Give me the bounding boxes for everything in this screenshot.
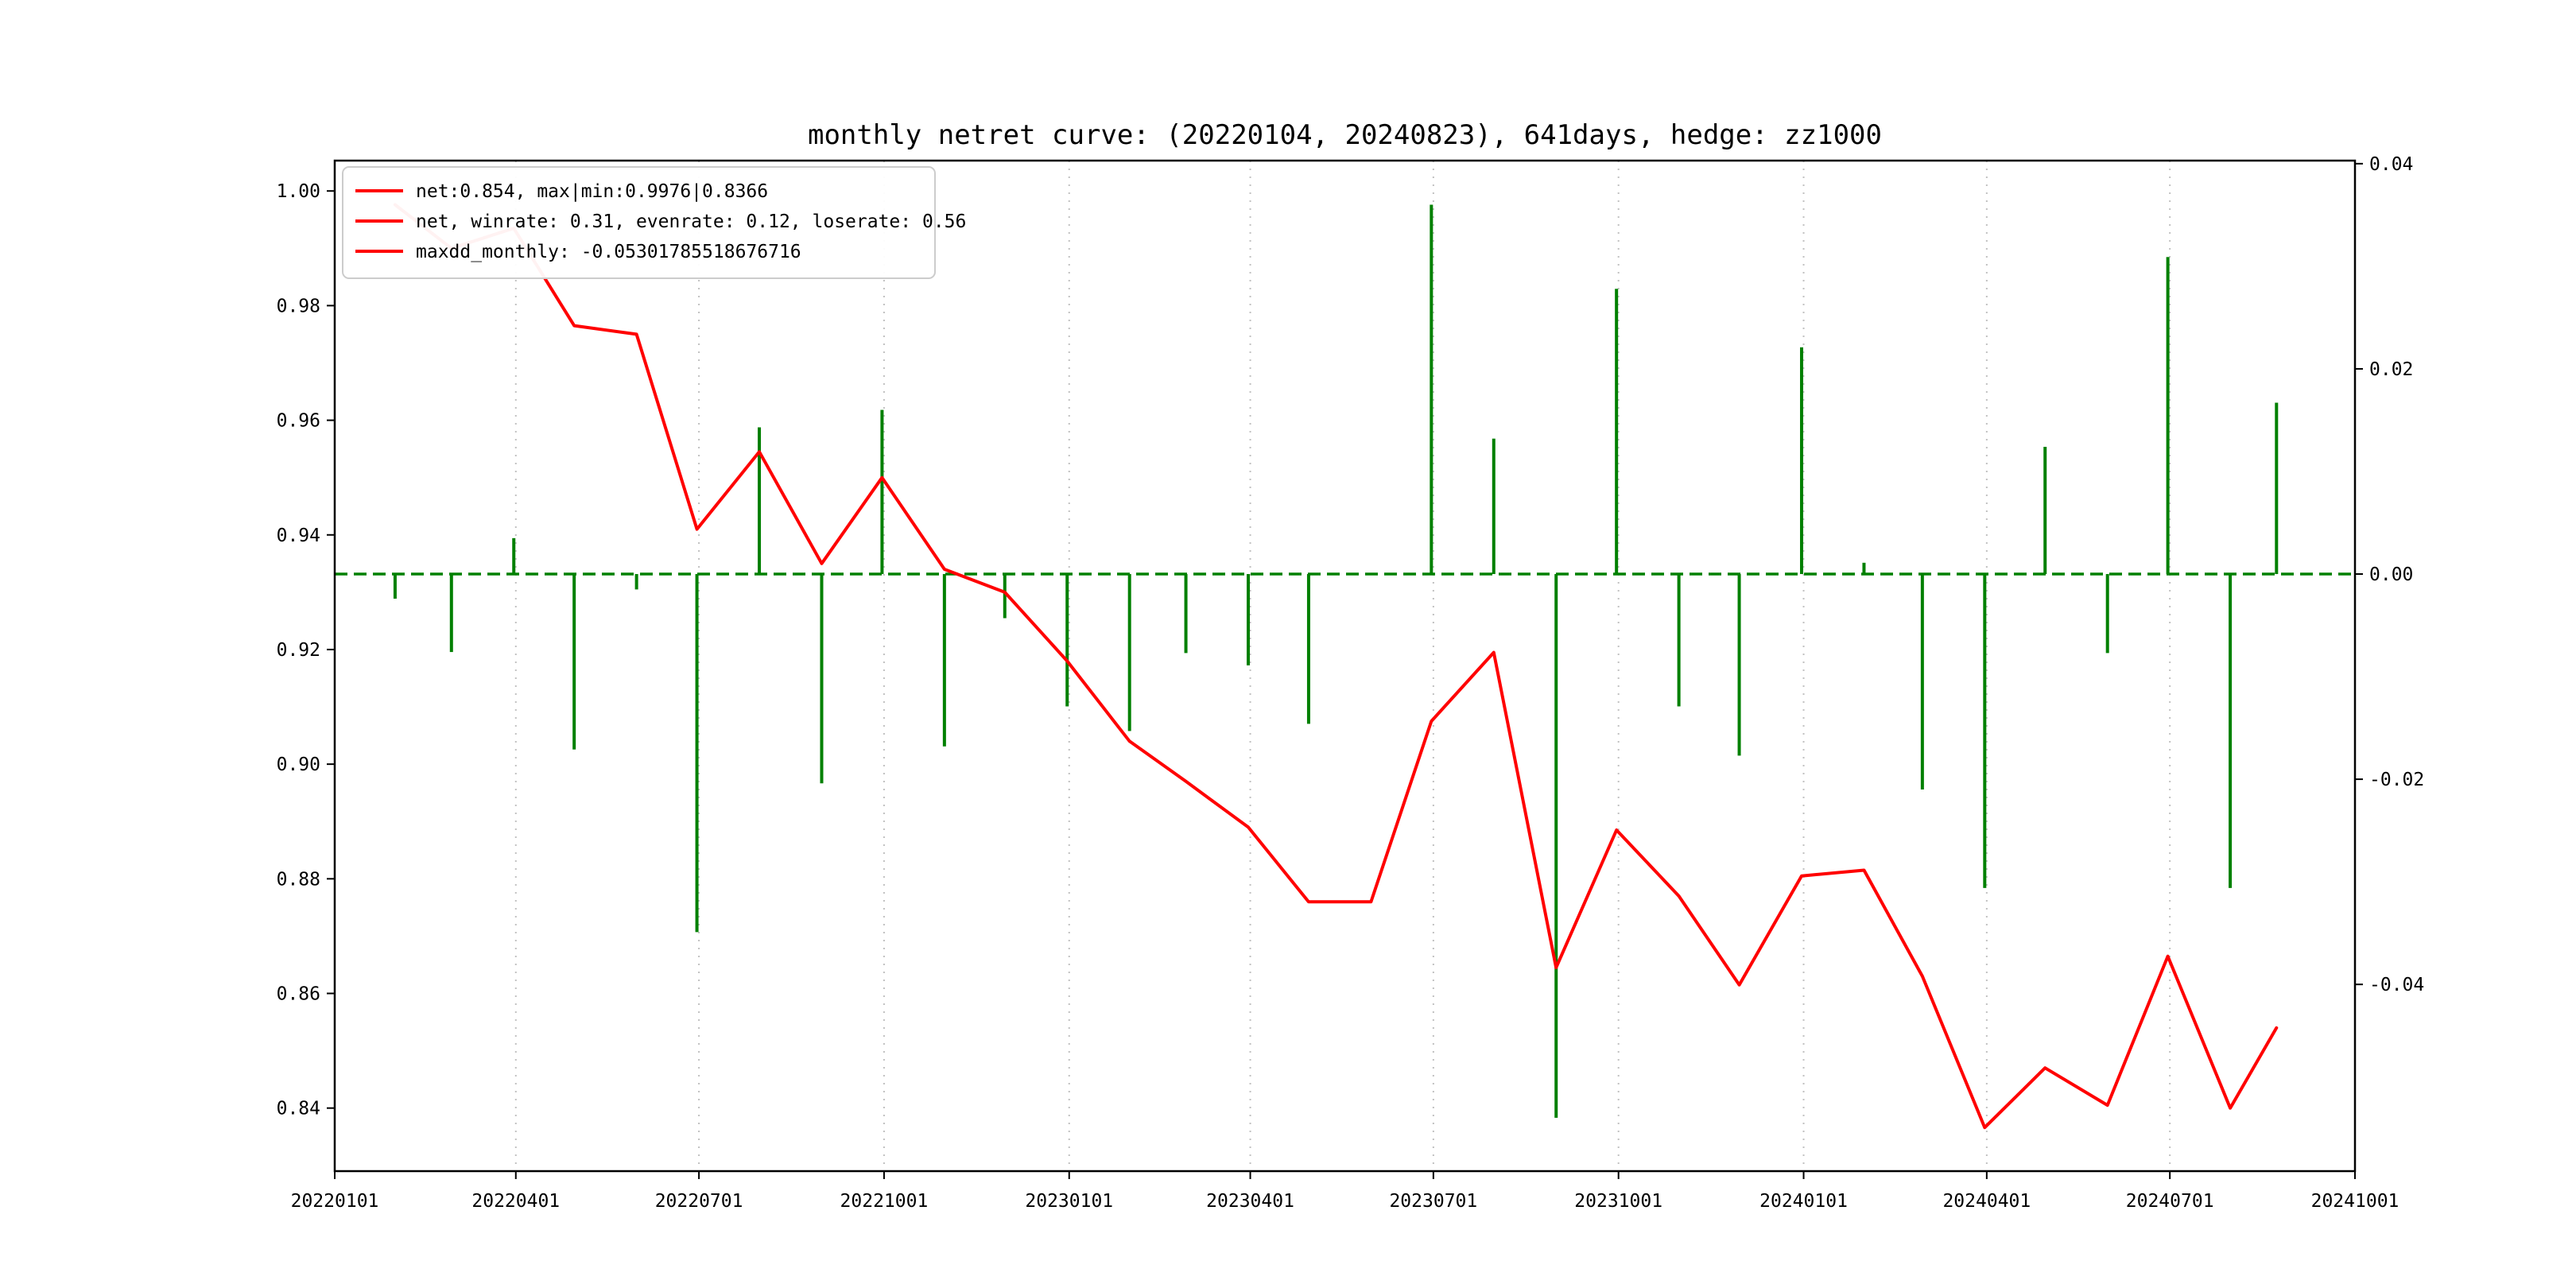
monthly-return-bar <box>1554 574 1558 1118</box>
monthly-return-bar <box>393 574 397 599</box>
x-tick-label: 20241001 <box>2311 1191 2399 1212</box>
monthly-return-bar <box>2105 574 2109 654</box>
legend-item-label: maxdd_monthly: -0.05301785518676716 <box>416 242 801 262</box>
monthly-return-bar <box>758 427 762 575</box>
monthly-return-bar <box>634 574 638 590</box>
x-tick-label: 20231001 <box>1574 1191 1662 1212</box>
monthly-return-bar <box>449 574 453 653</box>
legend: net:0.854, max|min:0.9976|0.8366 net, win… <box>342 166 966 279</box>
y-tick-label-left: 0.96 <box>277 411 320 432</box>
monthly-return-bar <box>1492 438 1496 575</box>
x-tick-label: 20240401 <box>1942 1191 2031 1212</box>
x-tick-label: 20220701 <box>655 1191 743 1212</box>
monthly-return-bar <box>1800 347 1804 575</box>
monthly-return-bar <box>820 574 824 784</box>
monthly-return-bar <box>1127 574 1131 731</box>
legend-item-label: net, winrate: 0.31, evenrate: 0.12, lose… <box>416 211 966 232</box>
x-tick-label: 20230101 <box>1025 1191 1113 1212</box>
monthly-return-bar <box>2229 574 2233 888</box>
return-bars <box>393 204 2279 1118</box>
monthly-return-bar <box>1677 574 1681 707</box>
monthly-return-bar <box>942 574 946 747</box>
y-tick-label-left: 0.94 <box>277 526 320 546</box>
x-tick-label: 20240701 <box>2126 1191 2214 1212</box>
plot-border <box>333 159 2357 1173</box>
monthly-return-bar <box>2043 447 2047 575</box>
monthly-return-bar <box>1737 574 1741 756</box>
y-tick-label-right: -0.02 <box>2369 770 2424 790</box>
x-tick-label: 20220101 <box>291 1191 379 1212</box>
monthly-return-bar <box>1065 574 1069 707</box>
monthly-return-bar <box>1615 289 1619 575</box>
y-tick-label-right: -0.04 <box>2369 975 2424 995</box>
chart-title: monthly netret curve: (20220104, 2024082… <box>807 119 1882 151</box>
y-tick-label-left: 1.00 <box>277 181 320 202</box>
legend-box <box>342 166 936 279</box>
y-tick-label-right: 0.00 <box>2369 564 2413 585</box>
x-tick-label: 20230401 <box>1206 1191 1294 1212</box>
y-tick-label-right: 0.02 <box>2369 359 2413 380</box>
monthly-return-bar <box>1003 574 1007 619</box>
monthly-return-bar <box>1920 574 1924 789</box>
gridlines <box>334 161 2356 1171</box>
y-tick-label-left: 0.84 <box>277 1099 320 1119</box>
net-line <box>393 203 2279 1130</box>
y-tick-label-right: 0.04 <box>2369 154 2413 175</box>
y-tick-label-left: 0.92 <box>277 640 320 661</box>
x-tick-label: 20221001 <box>840 1191 929 1212</box>
x-tick-label: 20240101 <box>1759 1191 1848 1212</box>
legend-item-label: net:0.854, max|min:0.9976|0.8366 <box>416 181 768 202</box>
monthly-return-bar <box>1983 574 1987 888</box>
y-tick-label-left: 0.88 <box>277 869 320 890</box>
monthly-return-bar <box>1862 562 1866 575</box>
monthly-return-bar <box>695 574 699 933</box>
x-axis: 20220101 20220401 20220701 20221001 20230101… <box>291 1171 2399 1212</box>
y-axis-left: 0.84 0.86 0.88 0.90 0.92 0.94 0.96 0.98 1.00 <box>277 181 335 1119</box>
monthly-return-bar <box>1247 574 1251 665</box>
monthly-return-bar <box>512 537 516 575</box>
x-tick-label: 20230701 <box>1389 1191 1477 1212</box>
monthly-return-bar <box>1184 574 1188 654</box>
monthly-return-bar <box>2166 257 2170 575</box>
monthly-return-bar <box>880 409 884 575</box>
y-tick-label-left: 0.86 <box>277 984 320 1005</box>
monthly-return-bar <box>1306 574 1310 724</box>
y-tick-label-left: 0.90 <box>277 755 320 775</box>
monthly-return-bar <box>2275 402 2279 575</box>
y-tick-label-left: 0.98 <box>277 296 320 316</box>
x-tick-label: 20220401 <box>471 1191 560 1212</box>
monthly-return-bar <box>1430 204 1433 575</box>
y-axis-right: -0.04 -0.02 0.00 0.02 0.04 <box>2355 154 2424 995</box>
monthly-return-bar <box>572 574 576 750</box>
